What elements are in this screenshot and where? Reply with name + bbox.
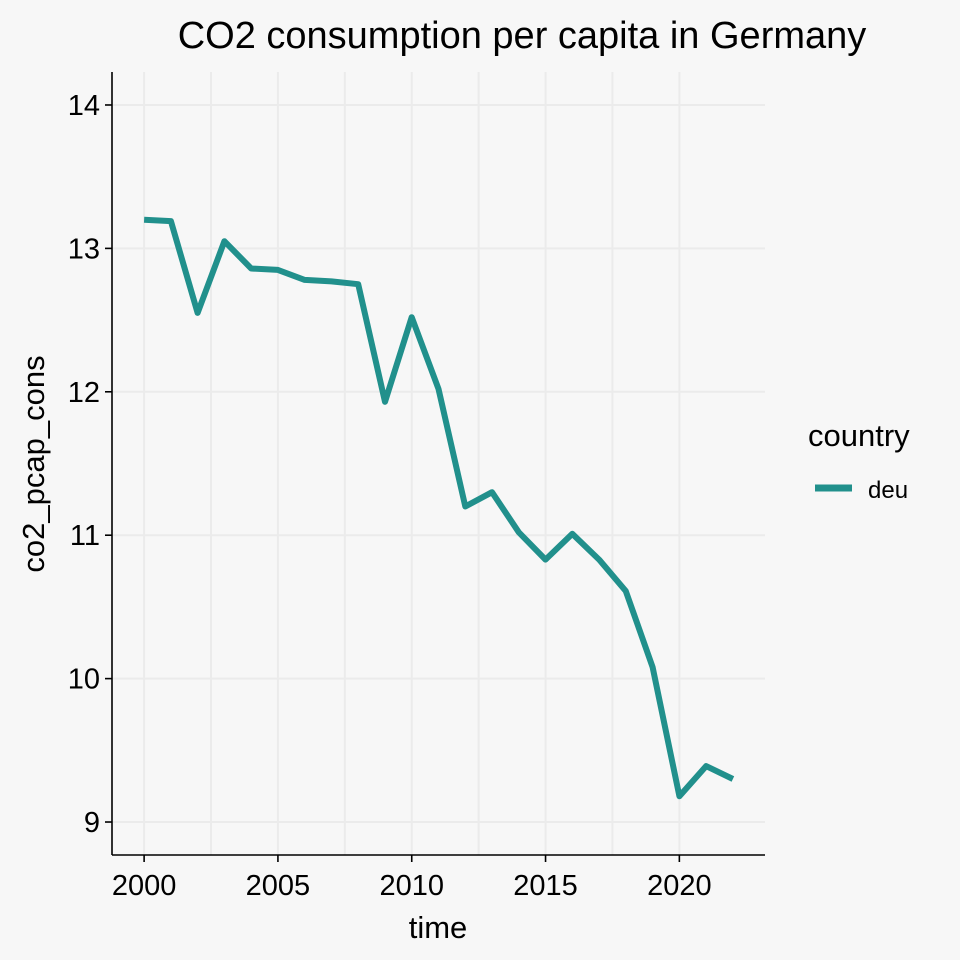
y-tick-label: 12	[68, 377, 100, 409]
x-tick-label: 2005	[246, 870, 311, 902]
x-tick-label: 2020	[647, 870, 712, 902]
y-tick-label: 10	[68, 664, 100, 696]
legend: country deu	[808, 418, 910, 504]
y-tick-labels: 9 10 11 12 13 14	[68, 90, 100, 839]
x-tick-label: 2010	[379, 870, 444, 902]
x-tick-labels: 2000 2005 2010 2015 2020	[112, 870, 712, 902]
x-axis-title: time	[409, 910, 468, 945]
x-tick-label: 2015	[513, 870, 578, 902]
chart-title: CO2 consumption per capita in Germany	[178, 15, 867, 57]
data-lines	[143, 216, 735, 800]
legend-title: country	[808, 418, 910, 453]
y-tick-label: 14	[68, 90, 100, 122]
series-line-deu	[143, 216, 735, 800]
y-tick-label: 11	[70, 520, 100, 552]
y-tick-label: 13	[68, 233, 100, 265]
legend-label-deu: deu	[868, 477, 908, 504]
y-axis-title: co2_pcap_cons	[16, 355, 51, 572]
y-tick-label: 9	[84, 807, 100, 839]
axes	[105, 72, 765, 862]
x-tick-label: 2000	[112, 870, 177, 902]
